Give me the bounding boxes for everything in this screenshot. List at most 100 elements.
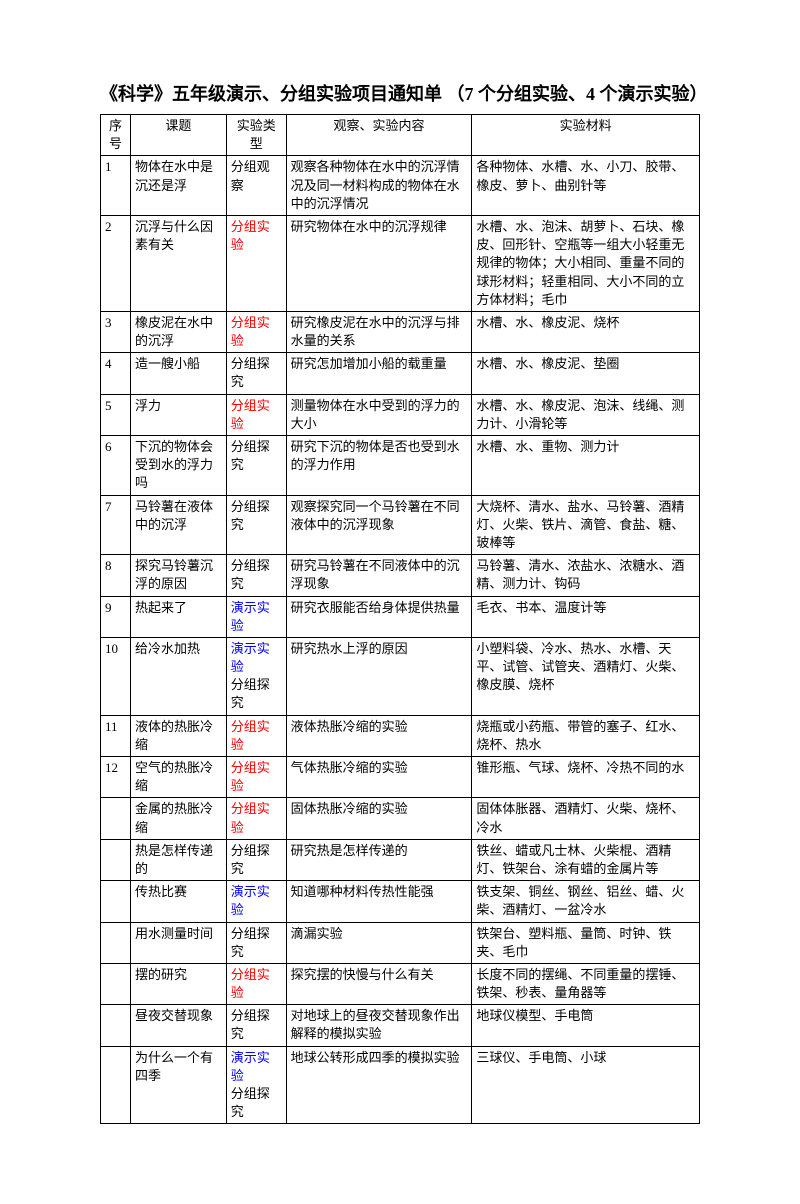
- type-text: 分组实验: [231, 967, 270, 1000]
- cell-material: 地球仪模型、手电筒: [472, 1005, 700, 1046]
- cell-material: 水槽、水、泡沫、胡萝卜、石块、橡皮、回形针、空瓶等一组大小轻重无规律的物体；大小…: [472, 215, 700, 311]
- cell-type: 分组探究: [226, 436, 286, 496]
- cell-type: 分组探究: [226, 1005, 286, 1046]
- cell-type: 演示实验分组探究: [226, 637, 286, 715]
- cell-type: 分组实验: [226, 798, 286, 839]
- cell-topic: 橡皮泥在水中的沉浮: [130, 311, 226, 352]
- cell-seq: [101, 922, 131, 963]
- cell-seq: [101, 881, 131, 922]
- cell-content: 测量物体在水中受到的浮力的大小: [286, 394, 472, 435]
- cell-material: 长度不同的摆绳、不同重量的摆锤、铁架、秒表、量角器等: [472, 963, 700, 1004]
- cell-material: 烧瓶或小药瓶、带管的塞子、红水、烧杯、热水: [472, 715, 700, 756]
- table-row: 摆的研究分组实验探究摆的快慢与什么有关长度不同的摆绳、不同重量的摆锤、铁架、秒表…: [101, 963, 700, 1004]
- cell-topic: 金属的热胀冷缩: [130, 798, 226, 839]
- cell-topic: 给冷水加热: [130, 637, 226, 715]
- cell-content: 研究热是怎样传递的: [286, 839, 472, 880]
- type-text: 分组实验: [231, 219, 270, 252]
- cell-material: 水槽、水、重物、测力计: [472, 436, 700, 496]
- cell-material: 水槽、水、橡皮泥、泡沫、线绳、测力计、小滑轮等: [472, 394, 700, 435]
- cell-seq: 11: [101, 715, 131, 756]
- cell-type: 演示实验: [226, 881, 286, 922]
- cell-topic: 造一艘小船: [130, 353, 226, 394]
- cell-content: 研究衣服能否给身体提供热量: [286, 596, 472, 637]
- cell-type: 分组探究: [226, 495, 286, 555]
- type-text: 分组实验: [231, 760, 270, 793]
- cell-topic: 为什么一个有四季: [130, 1046, 226, 1124]
- table-row: 传热比赛演示实验知道哪种材料传热性能强铁支架、铜丝、钢丝、铝丝、蜡、火柴、酒精灯…: [101, 881, 700, 922]
- cell-content: 研究橡皮泥在水中的沉浮与排水量的关系: [286, 311, 472, 352]
- cell-topic: 马铃薯在液体中的沉浮: [130, 495, 226, 555]
- cell-seq: 7: [101, 495, 131, 555]
- type-text: 分组实验: [231, 801, 270, 834]
- type-text: 演示实验: [231, 884, 270, 917]
- type-text: 分组探究: [231, 677, 270, 710]
- cell-content: 研究物体在水中的沉浮规律: [286, 215, 472, 311]
- cell-type: 分组探究: [226, 839, 286, 880]
- cell-material: 固体体胀器、酒精灯、火柴、烧杯、冷水: [472, 798, 700, 839]
- cell-seq: [101, 1046, 131, 1124]
- cell-type: 分组实验: [226, 757, 286, 798]
- type-text: 分组观察: [231, 159, 270, 192]
- table-row: 2沉浮与什么因素有关分组实验研究物体在水中的沉浮规律水槽、水、泡沫、胡萝卜、石块…: [101, 215, 700, 311]
- cell-topic: 液体的热胀冷缩: [130, 715, 226, 756]
- table-row: 10给冷水加热演示实验分组探究研究热水上浮的原因小塑料袋、冷水、热水、水槽、天平…: [101, 637, 700, 715]
- cell-type: 演示实验: [226, 596, 286, 637]
- type-text: 分组实验: [231, 315, 270, 348]
- page-title: 《科学》五年级演示、分组实验项目通知单 （7 个分组实验、4 个演示实验）: [100, 80, 700, 106]
- type-text: 分组探究: [231, 1086, 270, 1119]
- cell-material: 大烧杯、清水、盐水、马铃薯、酒精灯、火柴、铁片、滴管、食盐、糖、玻棒等: [472, 495, 700, 555]
- cell-topic: 传热比赛: [130, 881, 226, 922]
- cell-content: 对地球上的昼夜交替现象作出解释的模拟实验: [286, 1005, 472, 1046]
- cell-content: 探究摆的快慢与什么有关: [286, 963, 472, 1004]
- type-text: 分组探究: [231, 356, 270, 389]
- cell-material: 三球仪、手电筒、小球: [472, 1046, 700, 1124]
- header-seq: 序号: [101, 115, 131, 156]
- cell-seq: 3: [101, 311, 131, 352]
- cell-type: 分组实验: [226, 715, 286, 756]
- cell-material: 铁支架、铜丝、钢丝、铝丝、蜡、火柴、酒精灯、一盆冷水: [472, 881, 700, 922]
- cell-topic: 摆的研究: [130, 963, 226, 1004]
- type-text: 演示实验: [231, 1050, 270, 1083]
- table-row: 为什么一个有四季演示实验分组探究地球公转形成四季的模拟实验三球仪、手电筒、小球: [101, 1046, 700, 1124]
- cell-topic: 热起来了: [130, 596, 226, 637]
- cell-seq: [101, 839, 131, 880]
- cell-seq: [101, 798, 131, 839]
- cell-seq: [101, 963, 131, 1004]
- cell-content: 滴漏实验: [286, 922, 472, 963]
- table-row: 金属的热胀冷缩分组实验固体热胀冷缩的实验固体体胀器、酒精灯、火柴、烧杯、冷水: [101, 798, 700, 839]
- cell-seq: 12: [101, 757, 131, 798]
- cell-seq: 9: [101, 596, 131, 637]
- table-row: 11液体的热胀冷缩分组实验液体热胀冷缩的实验烧瓶或小药瓶、带管的塞子、红水、烧杯…: [101, 715, 700, 756]
- cell-material: 各种物体、水槽、水、小刀、胶带、橡皮、萝卜、曲别针等: [472, 156, 700, 216]
- cell-material: 铁架台、塑料瓶、量筒、时钟、铁夹、毛巾: [472, 922, 700, 963]
- header-content: 观察、实验内容: [286, 115, 472, 156]
- cell-material: 马铃薯、清水、浓盐水、浓糖水、酒精、测力计、钩码: [472, 555, 700, 596]
- cell-seq: 10: [101, 637, 131, 715]
- table-row: 3橡皮泥在水中的沉浮分组实验研究橡皮泥在水中的沉浮与排水量的关系水槽、水、橡皮泥…: [101, 311, 700, 352]
- cell-topic: 浮力: [130, 394, 226, 435]
- cell-type: 分组探究: [226, 353, 286, 394]
- cell-topic: 物体在水中是沉还是浮: [130, 156, 226, 216]
- cell-content: 地球公转形成四季的模拟实验: [286, 1046, 472, 1124]
- cell-content: 观察各种物体在水中的沉浮情况及同一材料构成的物体在水中的沉浮情况: [286, 156, 472, 216]
- cell-type: 分组观察: [226, 156, 286, 216]
- cell-content: 液体热胀冷缩的实验: [286, 715, 472, 756]
- cell-type: 分组实验: [226, 215, 286, 311]
- cell-type: 分组实验: [226, 963, 286, 1004]
- cell-seq: 4: [101, 353, 131, 394]
- cell-material: 铁丝、蜡或凡士林、火柴棍、酒精灯、铁架台、涂有蜡的金属片等: [472, 839, 700, 880]
- cell-seq: 6: [101, 436, 131, 496]
- cell-seq: 2: [101, 215, 131, 311]
- table-header-row: 序号 课题 实验类型 观察、实验内容 实验材料: [101, 115, 700, 156]
- cell-type: 分组探究: [226, 922, 286, 963]
- cell-content: 固体热胀冷缩的实验: [286, 798, 472, 839]
- cell-seq: 5: [101, 394, 131, 435]
- type-text: 分组探究: [231, 439, 270, 472]
- cell-content: 研究马铃薯在不同液体中的沉浮现象: [286, 555, 472, 596]
- table-row: 热是怎样传递的分组探究研究热是怎样传递的铁丝、蜡或凡士林、火柴棍、酒精灯、铁架台…: [101, 839, 700, 880]
- table-row: 8探究马铃薯沉浮的原因分组探究研究马铃薯在不同液体中的沉浮现象马铃薯、清水、浓盐…: [101, 555, 700, 596]
- cell-topic: 空气的热胀冷缩: [130, 757, 226, 798]
- table-row: 7马铃薯在液体中的沉浮分组探究观察探究同一个马铃薯在不同液体中的沉浮现象大烧杯、…: [101, 495, 700, 555]
- type-text: 分组探究: [231, 1008, 270, 1041]
- cell-topic: 下沉的物体会受到水的浮力吗: [130, 436, 226, 496]
